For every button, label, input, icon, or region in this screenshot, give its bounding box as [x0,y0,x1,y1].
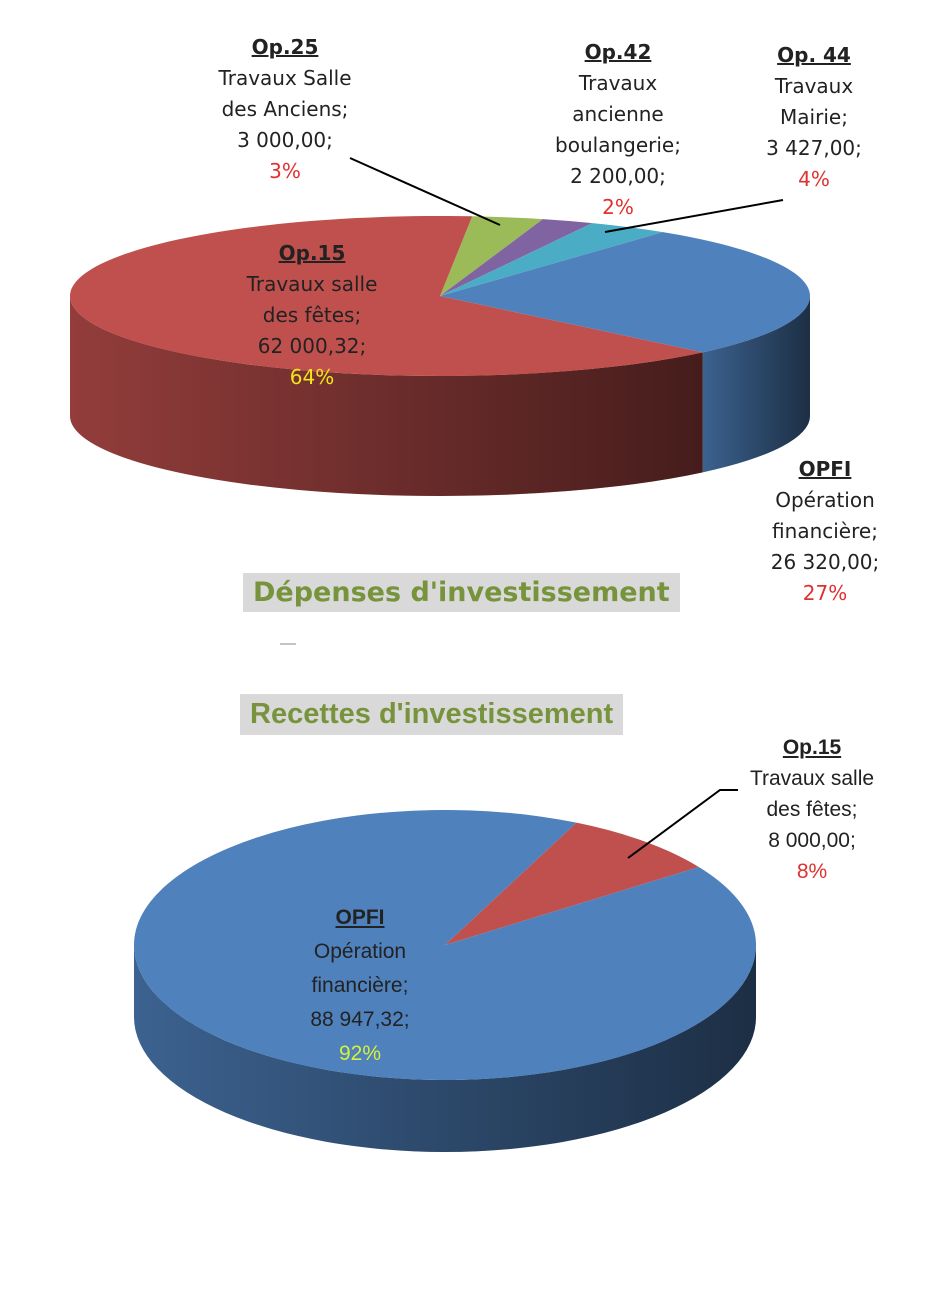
slice-code: OPFI [335,906,385,929]
label-op42: Op.42 Travaux ancienne boulangerie; 2 20… [555,37,681,223]
leader-line-recettes-op15 [627,789,738,859]
slice-name: Opération [313,940,407,963]
slice-name: Travaux salle [749,767,875,790]
slice-code: Op.42 [584,40,652,64]
slice-value: 2 200,00; [570,164,666,188]
slice-value: 26 320,00; [770,550,880,574]
slice-percent: 27% [802,581,848,605]
slice-value: 3 000,00; [237,128,333,152]
slice-name: Travaux salle [246,272,378,296]
slice-value: 62 000,32; [257,334,367,358]
slice-name: Opération [775,488,875,512]
pie-slice-op42 [440,219,593,296]
slice-percent: 8% [796,860,828,883]
slice-percent: 64% [289,365,335,389]
slice-code: Op.15 [278,241,346,265]
slice-name: des fêtes; [766,798,858,821]
pie-slice-side-shade [134,945,756,1152]
pie-slice-op44 [440,223,663,296]
chart-title-expenses: Dépenses d'investissement [243,573,680,612]
chart-title-revenue: Recettes d'investissement [240,694,624,735]
expenses-pie [70,215,810,496]
label-op15: Op.15 Travaux salle des fêtes; 62 000,32… [247,238,378,393]
slice-percent: 3% [269,159,301,183]
slice-name: Travaux [774,74,854,98]
label-opfi: OPFI Opération financière; 26 320,00; 27… [771,454,880,609]
leader-line-op25 [349,157,501,226]
pie-slice-opfi [134,810,756,1080]
slice-value: 3 427,00; [766,136,862,160]
slice-name: Mairie; [780,105,848,129]
pie-slice-opfi [440,232,810,353]
label-recettes-op15: Op.15 Travaux salle des fêtes; 8 000,00;… [750,732,874,887]
label-recettes-opfi: OPFI Opération financière; 88 947,32; 92… [310,901,409,1071]
leader-lines [349,157,784,859]
slice-name: ancienne [572,102,664,126]
slice-name: Travaux Salle [218,66,352,90]
slice-value: 88 947,32; [310,1008,410,1031]
leader-line-op44 [604,199,784,233]
label-op25: Op.25 Travaux Salle des Anciens; 3 000,0… [218,32,351,187]
revenue-pie [134,810,756,1152]
slice-percent: 4% [798,167,830,191]
slice-name: des fêtes; [262,303,362,327]
slice-code: OPFI [798,457,852,481]
slice-value: 8 000,00; [768,829,856,852]
slice-percent: 92% [338,1042,382,1065]
slice-name: des Anciens; [221,97,349,121]
pie-slice-op15 [70,215,703,376]
pie-slice-side-shade [702,296,810,473]
pie-slice-op25 [440,216,543,296]
slice-name: boulangerie; [555,133,681,157]
slice-code: Op.25 [251,35,319,59]
slice-percent: 2% [602,195,634,219]
slice-name: Travaux [578,71,658,95]
slice-name: financière; [772,519,878,543]
slice-name: financière; [311,974,409,997]
pie-slice-side-shade [70,296,703,496]
slice-code: Op. 44 [777,43,851,67]
label-op44: Op. 44 Travaux Mairie; 3 427,00; 4% [766,40,862,195]
slice-code: Op.15 [782,736,842,759]
